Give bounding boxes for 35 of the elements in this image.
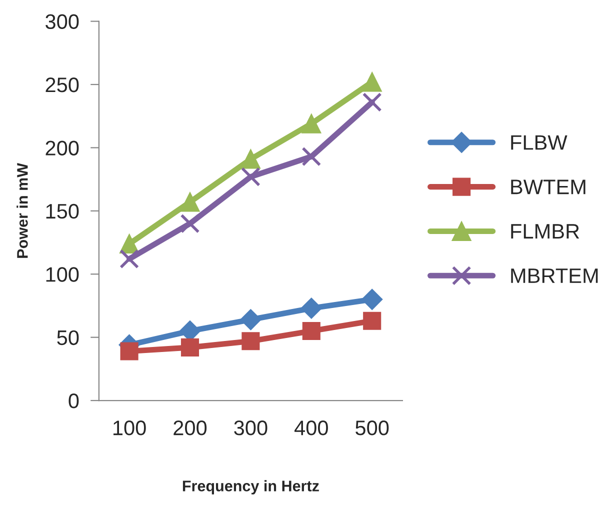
x-tick-label: 100: [114, 420, 146, 436]
point: [302, 146, 322, 166]
y-axis-title: Power in mW: [16, 162, 28, 258]
x-tick-label: 300: [234, 420, 268, 436]
legend-label: BWTEM: [511, 180, 586, 194]
point: [362, 92, 382, 112]
point: [362, 72, 382, 92]
point: [302, 322, 320, 340]
y-tick-label: 250: [46, 78, 79, 92]
y-tick-label: 100: [46, 267, 79, 282]
y-tick-label: 150: [46, 204, 79, 219]
point: [180, 192, 200, 212]
x-tick-label: 400: [294, 420, 328, 436]
legend-label: MBRTEM: [511, 268, 598, 283]
y-tick-label: 50: [57, 330, 79, 346]
legend-label: FLMBR: [511, 224, 580, 239]
point: [240, 309, 262, 330]
x-axis-title: Frequency in Hertz: [182, 480, 319, 494]
y-tick-label: 200: [46, 140, 79, 156]
point: [300, 298, 322, 319]
y-tick-label: 0: [68, 394, 79, 408]
point: [362, 288, 383, 310]
point: [302, 114, 322, 134]
point: [120, 342, 138, 360]
legend-label: FLBW: [511, 135, 568, 150]
point: [180, 214, 200, 234]
point: [240, 167, 260, 187]
point: [180, 338, 200, 356]
x-tick-label: 200: [174, 420, 207, 436]
y-tick-label: 300: [46, 14, 79, 30]
point: [120, 249, 140, 269]
point: [242, 332, 260, 350]
x-tick-label: 500: [356, 420, 389, 436]
point: [363, 312, 382, 330]
point: [240, 149, 260, 169]
